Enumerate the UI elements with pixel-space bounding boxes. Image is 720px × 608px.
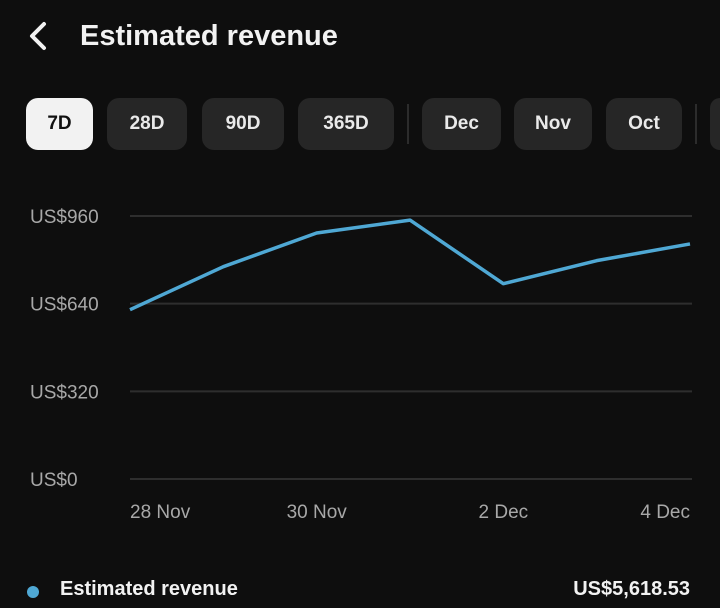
y-tick-label: US$960 [30,207,99,228]
x-tick-label: 2 Dec [479,502,529,520]
tab-365d[interactable]: 365D [298,98,394,150]
revenue-chart: US$0 US$320 US$640 US$960 28 Nov 30 Nov 2 Dec… [30,207,692,520]
legend-total: US$5,618.53 [573,578,690,600]
x-tick-label: 4 Dec [640,502,690,520]
tab-dec[interactable]: Dec [422,98,501,150]
chevron-left-icon[interactable] [24,18,54,54]
legend: Estimated revenue US$5,618.53 [0,576,720,606]
tab-7d[interactable]: 7D [26,98,93,150]
tab-nov[interactable]: Nov [514,98,592,150]
tab-oct[interactable]: Oct [606,98,682,150]
x-tick-label: 30 Nov [287,502,348,520]
header: Estimated revenue [0,14,720,58]
y-tick-label: US$0 [30,470,78,491]
legend-dot [27,586,39,598]
tab-more[interactable] [710,98,720,150]
tab-28d[interactable]: 28D [107,98,187,150]
legend-label: Estimated revenue [60,578,238,600]
series-line [129,218,691,312]
divider [695,104,697,144]
period-tabs: 7D 28D 90D 365D Dec Nov Oct [26,98,720,150]
page-title: Estimated revenue [80,20,338,52]
divider [407,104,409,144]
tab-90d[interactable]: 90D [202,98,284,150]
x-tick-label: 28 Nov [130,502,191,520]
y-tick-label: US$640 [30,295,99,316]
y-tick-label: US$320 [30,382,99,403]
